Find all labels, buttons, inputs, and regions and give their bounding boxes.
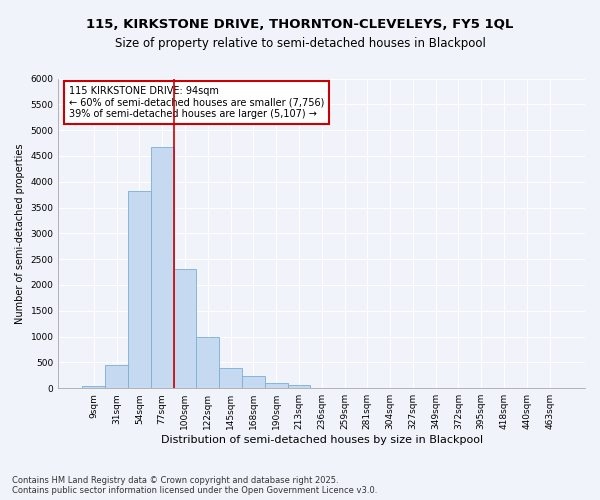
X-axis label: Distribution of semi-detached houses by size in Blackpool: Distribution of semi-detached houses by …	[161, 435, 483, 445]
Bar	[128, 191, 151, 388]
Bar	[287, 385, 310, 388]
Text: 115, KIRKSTONE DRIVE, THORNTON-CLEVELEYS, FY5 1QL: 115, KIRKSTONE DRIVE, THORNTON-CLEVELEYS…	[86, 18, 514, 30]
Bar	[242, 376, 265, 388]
Bar	[173, 270, 196, 388]
Bar	[82, 386, 105, 388]
Bar	[196, 336, 219, 388]
Bar	[105, 365, 128, 388]
Text: Contains HM Land Registry data © Crown copyright and database right 2025.
Contai: Contains HM Land Registry data © Crown c…	[12, 476, 377, 495]
Bar	[219, 368, 242, 388]
Bar	[265, 383, 287, 388]
Text: Size of property relative to semi-detached houses in Blackpool: Size of property relative to semi-detach…	[115, 38, 485, 51]
Text: 115 KIRKSTONE DRIVE: 94sqm
← 60% of semi-detached houses are smaller (7,756)
39%: 115 KIRKSTONE DRIVE: 94sqm ← 60% of semi…	[69, 86, 325, 120]
Bar	[151, 146, 173, 388]
Y-axis label: Number of semi-detached properties: Number of semi-detached properties	[15, 143, 25, 324]
